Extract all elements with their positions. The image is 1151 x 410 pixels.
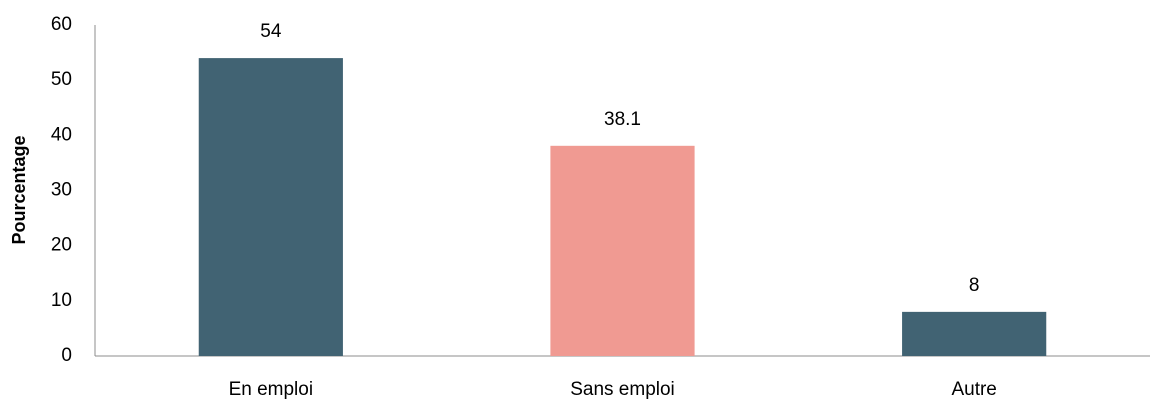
y-tick-label: 10 — [51, 290, 72, 311]
data-label: 8 — [969, 275, 980, 296]
y-tick-label: 30 — [51, 180, 72, 201]
x-tick-label: Autre — [951, 379, 996, 400]
data-label: 54 — [260, 21, 282, 42]
y-tick-label: 20 — [51, 235, 72, 256]
y-axis-title: Pourcentage — [9, 135, 29, 244]
y-tick-label: 50 — [51, 69, 72, 90]
y-tick-label: 60 — [51, 14, 72, 35]
bar — [550, 145, 695, 356]
bar — [198, 58, 343, 356]
data-label: 38.1 — [604, 109, 641, 130]
y-tick-label: 0 — [61, 345, 72, 366]
x-tick-label: Sans emploi — [570, 379, 675, 400]
x-tick-label: En emploi — [229, 379, 314, 400]
bar — [902, 311, 1047, 356]
y-tick-label: 40 — [51, 124, 72, 145]
